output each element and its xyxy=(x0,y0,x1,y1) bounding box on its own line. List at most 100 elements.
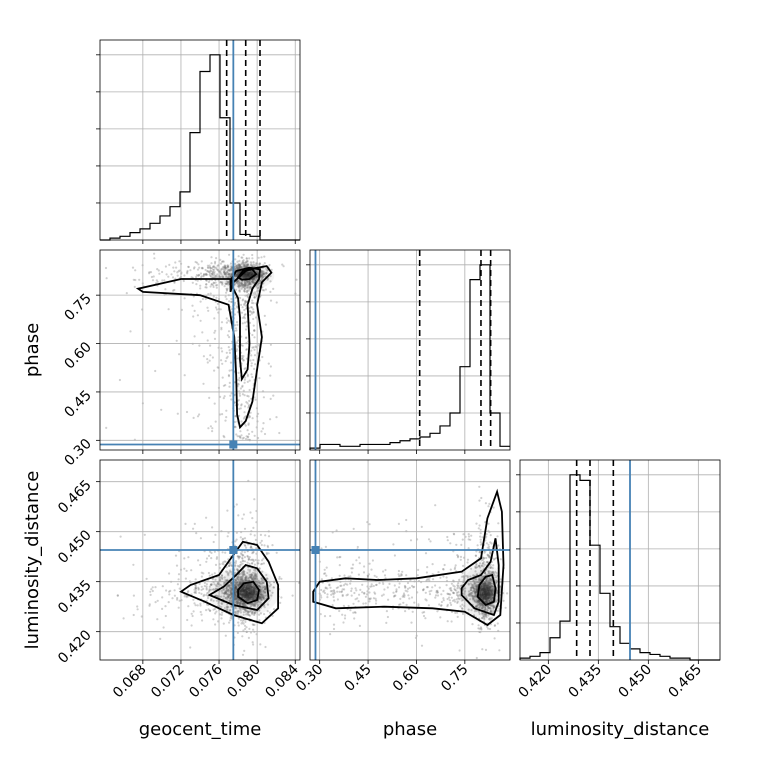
scatter-point xyxy=(262,289,266,292)
scatter-point xyxy=(209,274,212,277)
scatter-point xyxy=(207,608,210,611)
scatter-point xyxy=(263,613,266,616)
scatter-point xyxy=(439,576,442,579)
scatter-point xyxy=(243,411,246,414)
scatter-point xyxy=(260,256,263,259)
scatter-point xyxy=(192,267,196,270)
scatter-point xyxy=(263,255,266,258)
scatter-point xyxy=(206,270,209,273)
scatter-point xyxy=(238,259,241,262)
scatter-point xyxy=(234,565,237,568)
scatter-point xyxy=(252,593,255,596)
scatter-point xyxy=(454,588,457,592)
scatter-point xyxy=(214,274,217,277)
scatter-point xyxy=(262,557,265,560)
scatter-point xyxy=(237,267,240,270)
scatter-point xyxy=(167,308,170,311)
scatter-point xyxy=(227,564,230,568)
scatter-point xyxy=(406,587,410,591)
scatter-point xyxy=(240,284,243,287)
scatter-point xyxy=(223,272,226,276)
scatter-point xyxy=(243,585,246,588)
scatter-point xyxy=(243,303,246,306)
scatter-point xyxy=(224,551,227,554)
scatter-point xyxy=(224,266,227,269)
scatter-point xyxy=(243,367,246,370)
scatter-point xyxy=(236,378,240,381)
scatter-point xyxy=(239,582,243,585)
scatter-point xyxy=(269,290,272,293)
scatter-point xyxy=(386,615,389,619)
scatter-point xyxy=(178,353,181,356)
scatter-point xyxy=(251,558,254,561)
scatter-point xyxy=(212,282,216,285)
scatter-point xyxy=(263,432,267,436)
scatter-point xyxy=(236,569,239,572)
scatter-point xyxy=(257,256,260,259)
scatter-point xyxy=(183,274,186,277)
scatter-point xyxy=(220,613,223,617)
scatter-point xyxy=(209,266,212,269)
scatter-point xyxy=(265,272,268,275)
scatter-point xyxy=(221,350,224,353)
scatter-point xyxy=(242,560,245,563)
scatter-point xyxy=(244,596,248,599)
scatter-point xyxy=(323,615,327,618)
scatter-point xyxy=(375,583,378,587)
scatter-point xyxy=(235,265,238,268)
scatter-point xyxy=(426,586,429,589)
scatter-point xyxy=(244,283,247,286)
scatter-point xyxy=(238,592,241,595)
scatter-point xyxy=(474,554,477,557)
scatter-point xyxy=(248,275,251,278)
scatter-point xyxy=(471,623,474,626)
scatter-point xyxy=(230,272,233,275)
scatter-point xyxy=(153,252,156,255)
scatter-point xyxy=(362,571,366,574)
scatter-point xyxy=(275,551,278,554)
scatter-point xyxy=(239,407,242,410)
scatter-point xyxy=(248,281,251,285)
scatter-point xyxy=(138,278,141,281)
scatter-point xyxy=(246,380,249,383)
scatter-point xyxy=(214,420,217,423)
scatter-point xyxy=(214,612,217,615)
scatter-point xyxy=(227,268,230,272)
scatter-point xyxy=(250,585,254,589)
scatter-point xyxy=(244,313,247,316)
scatter-point xyxy=(236,599,239,603)
scatter-point xyxy=(242,264,245,267)
histogram-phase xyxy=(309,264,510,450)
scatter-point xyxy=(182,279,185,283)
scatter-point xyxy=(320,578,323,581)
scatter-point xyxy=(423,611,426,614)
scatter-point xyxy=(242,629,245,632)
scatter-point xyxy=(209,292,212,295)
scatter-point xyxy=(252,590,255,593)
scatter-point xyxy=(243,649,246,653)
scatter-point xyxy=(254,577,257,580)
scatter-point xyxy=(398,582,401,585)
scatter-point xyxy=(253,498,256,501)
scatter-point xyxy=(250,577,254,580)
scatter-point xyxy=(237,272,241,275)
scatter-point xyxy=(450,596,453,599)
scatter-point xyxy=(222,561,225,564)
hist-panel-phase xyxy=(306,249,511,454)
scatter-point xyxy=(436,589,439,592)
scatter-point xyxy=(222,434,225,438)
scatter-point xyxy=(278,431,281,435)
scatter-point xyxy=(370,583,373,586)
scatter-point xyxy=(239,563,243,566)
scatter-point xyxy=(478,551,481,554)
scatter-point xyxy=(162,626,165,629)
scatter-point xyxy=(258,262,261,265)
scatter-point xyxy=(272,394,275,397)
scatter-point xyxy=(350,594,353,597)
scatter-point xyxy=(228,385,231,388)
scatter-point xyxy=(242,584,246,587)
scatter-point xyxy=(338,574,341,577)
scatter-point xyxy=(240,282,244,285)
scatter-point xyxy=(193,522,196,526)
scatter-point xyxy=(219,281,222,284)
